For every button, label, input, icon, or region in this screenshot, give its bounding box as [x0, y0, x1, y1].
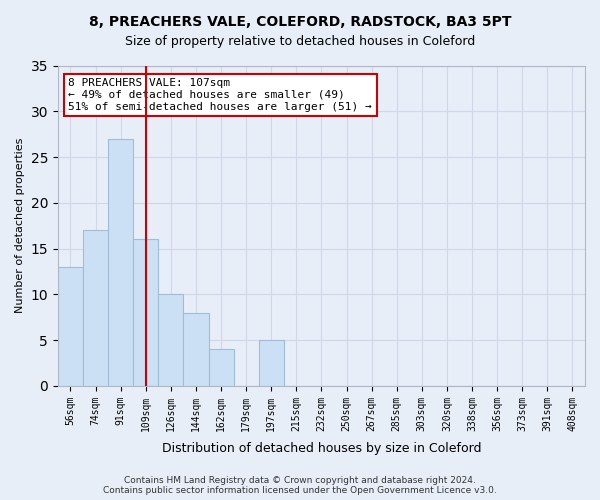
Bar — [108, 138, 133, 386]
Bar — [184, 312, 209, 386]
Text: 8, PREACHERS VALE, COLEFORD, RADSTOCK, BA3 5PT: 8, PREACHERS VALE, COLEFORD, RADSTOCK, B… — [89, 15, 511, 29]
Y-axis label: Number of detached properties: Number of detached properties — [15, 138, 25, 314]
Bar — [83, 230, 108, 386]
Text: 8 PREACHERS VALE: 107sqm
← 49% of detached houses are smaller (49)
51% of semi-d: 8 PREACHERS VALE: 107sqm ← 49% of detach… — [68, 78, 372, 112]
X-axis label: Distribution of detached houses by size in Coleford: Distribution of detached houses by size … — [162, 442, 481, 455]
Text: Size of property relative to detached houses in Coleford: Size of property relative to detached ho… — [125, 35, 475, 48]
Bar — [209, 350, 233, 386]
Bar — [259, 340, 284, 386]
Bar — [58, 267, 83, 386]
Bar — [133, 240, 158, 386]
Text: Contains HM Land Registry data © Crown copyright and database right 2024.
Contai: Contains HM Land Registry data © Crown c… — [103, 476, 497, 495]
Bar — [158, 294, 184, 386]
